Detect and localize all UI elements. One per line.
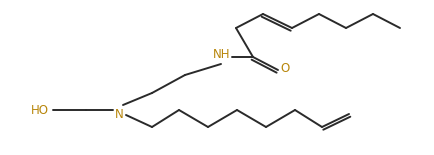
Text: NH: NH xyxy=(213,49,230,62)
Text: O: O xyxy=(280,62,289,75)
Text: N: N xyxy=(115,108,123,120)
Text: HO: HO xyxy=(31,104,49,117)
